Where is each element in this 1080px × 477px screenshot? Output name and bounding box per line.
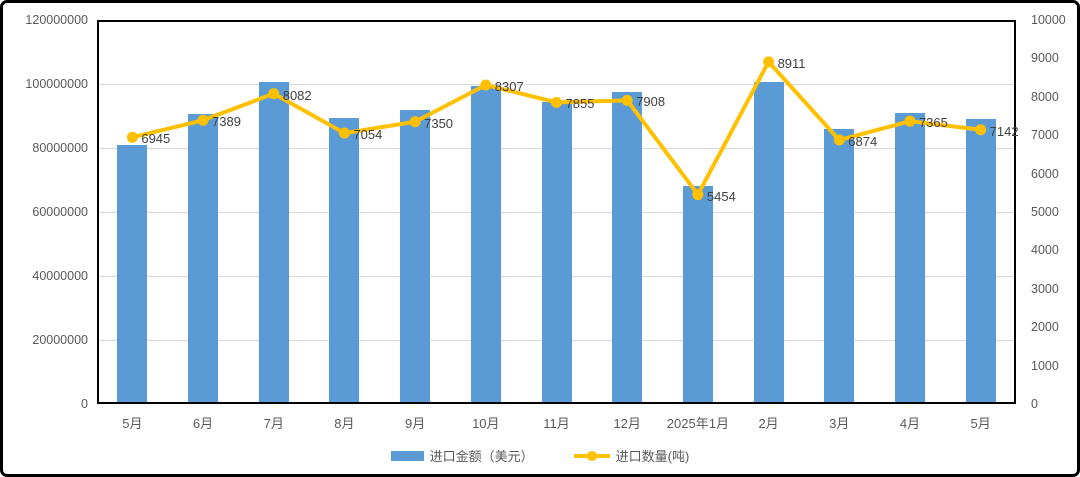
import-amount-bar — [188, 114, 219, 404]
left-axis-tick-label: 20000000 — [32, 333, 88, 347]
category-axis-label: 12月 — [613, 416, 641, 431]
plot-area-border — [97, 20, 1016, 404]
category-axis-label: 2月 — [758, 416, 779, 431]
import-quantity-marker — [409, 116, 421, 128]
import-quantity-data-label: 8911 — [777, 55, 806, 71]
category-axis-label: 11月 — [543, 416, 570, 431]
import-quantity-data-label: 7389 — [212, 114, 241, 130]
right-axis-tick-label: 0 — [1031, 397, 1038, 411]
import-quantity-data-label: 7350 — [424, 115, 454, 131]
right-axis-tick-label: 1000 — [1031, 358, 1059, 373]
import-quantity-data-label: 7855 — [565, 96, 595, 112]
import-quantity-line — [130, 59, 983, 197]
category-axis-label: 2025年1月 — [666, 416, 729, 431]
category-axis-label: 9月 — [404, 416, 426, 431]
import-quantity-data-label: 8082 — [282, 87, 312, 103]
right-axis-tick-label: 4000 — [1031, 243, 1059, 258]
category-axis-label: 6月 — [192, 416, 214, 431]
category-axis-label: 10月 — [472, 416, 500, 431]
left-axis-tick-label: 100000000 — [25, 77, 88, 91]
import-quantity-data-label: 7365 — [918, 115, 948, 131]
import-quantity-marker — [763, 56, 775, 68]
import-quantity-marker — [833, 134, 845, 146]
right-axis-tick-label: 9000 — [1031, 51, 1059, 66]
right-axis-tick-label: 8000 — [1031, 89, 1059, 104]
right-axis-tick-label: 10000 — [1031, 13, 1066, 27]
right-axis-tick-label: 3000 — [1031, 281, 1059, 296]
import-amount-bar — [470, 85, 501, 404]
import-amount-bar — [753, 82, 784, 404]
import-quantity-data-label: 6874 — [848, 134, 878, 150]
right-axis-tick-label: 2000 — [1031, 320, 1059, 335]
category-axis-label: 7月 — [263, 416, 284, 431]
import-quantity-data-label: 6945 — [141, 131, 171, 147]
left-axis-tick-label: 40000000 — [32, 269, 88, 283]
legend-label-import-amount: 进口金额（美元） — [429, 449, 534, 464]
left-axis-tick-label: 80000000 — [32, 141, 88, 155]
right-axis-tick-label: 7000 — [1031, 128, 1059, 143]
category-axis-label: 5月 — [970, 416, 991, 431]
import-amount-bar — [824, 128, 855, 404]
import-quantity-marker — [551, 96, 562, 108]
import-quantity-data-label: 7054 — [353, 127, 383, 143]
import-amount-bar — [965, 119, 996, 404]
legend-item-import-amount: 进口金额（美元） — [390, 446, 534, 465]
bar-swatch-icon — [390, 450, 424, 461]
import-quantity-data-label: 8307 — [494, 79, 524, 94]
import-quantity-marker — [975, 124, 987, 136]
import-amount-bar — [541, 101, 572, 404]
legend: 进口金额（美元） 进口数量(吨) — [0, 446, 1080, 465]
import-quantity-marker — [268, 88, 280, 100]
import-quantity-data-label: 7142 — [989, 123, 1019, 139]
category-axis-label: 3月 — [829, 416, 850, 431]
import-amount-bar — [258, 82, 289, 404]
import-amount-bar — [329, 117, 360, 404]
import-amount-bar — [894, 112, 925, 404]
import-amount-bar — [612, 92, 643, 404]
line-series-import-quantity — [126, 56, 987, 201]
import-quantity-marker — [480, 79, 492, 91]
left-axis-tick-label: 0 — [81, 397, 88, 411]
import-quantity-data-label: 5454 — [706, 188, 736, 204]
right-axis-tick-label: 5000 — [1031, 205, 1059, 219]
import-amount-bar — [682, 186, 713, 404]
legend-label-import-quantity: 进口数量(吨) — [615, 449, 690, 464]
left-axis-tick-label: 60000000 — [32, 205, 88, 219]
category-axis-label: 4月 — [899, 416, 921, 431]
right-axis-tick-label: 6000 — [1031, 166, 1059, 181]
gridline — [97, 84, 1016, 85]
line-dot-swatch-icon — [573, 450, 610, 461]
import-amount-bar — [400, 109, 431, 404]
import-quantity-data-label: 7908 — [636, 94, 666, 110]
import-amount-bar — [117, 144, 148, 404]
import-quantity-marker — [692, 189, 704, 201]
import-quantity-marker — [126, 131, 138, 143]
import-quantity-marker — [338, 127, 350, 139]
import-quantity-marker — [904, 115, 916, 127]
category-axis-label: 5月 — [122, 416, 143, 431]
legend-item-import-quantity: 进口数量(吨) — [573, 446, 690, 465]
import-quantity-marker — [621, 94, 633, 106]
import-quantity-marker — [197, 114, 209, 126]
left-axis-tick-label: 120000000 — [25, 13, 88, 27]
category-axis-label: 8月 — [334, 416, 355, 431]
